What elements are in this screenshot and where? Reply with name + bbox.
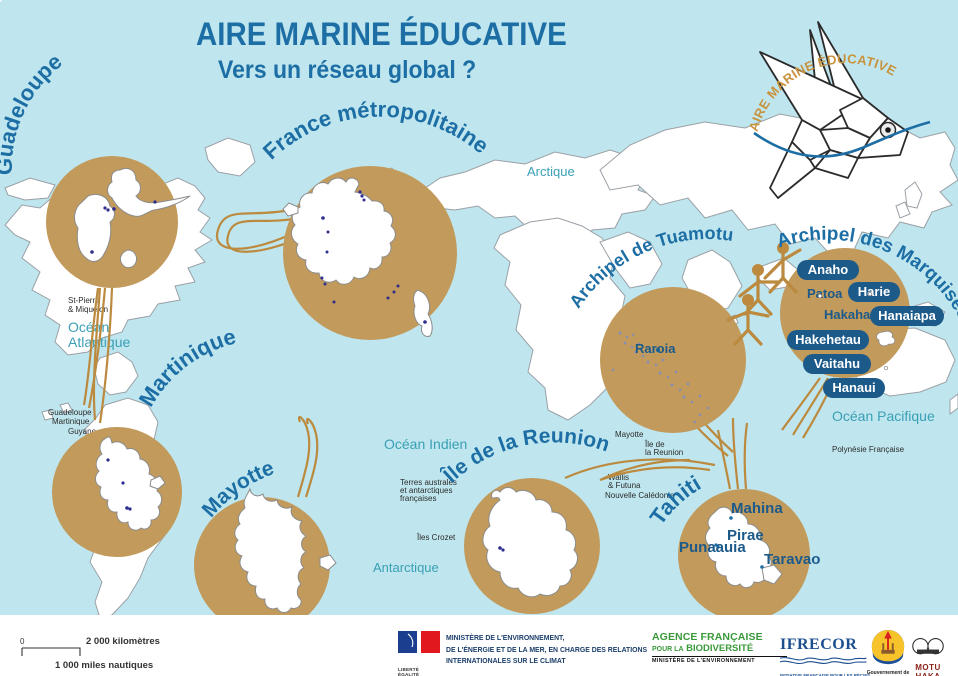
svg-text:Hakahau: Hakahau [824, 307, 878, 322]
svg-text:2 000 kilomètres: 2 000 kilomètres [86, 636, 160, 647]
svg-text:1 000 miles nautiques: 1 000 miles nautiques [55, 660, 153, 671]
svg-text:la Reunion: la Reunion [645, 448, 683, 457]
svg-text:Hakehetau: Hakehetau [795, 332, 861, 347]
svg-text:Guadeloupe: Guadeloupe [48, 408, 92, 417]
svg-text:Antarctique: Antarctique [373, 560, 439, 575]
svg-text:françaises: françaises [400, 494, 436, 503]
svg-text:0: 0 [20, 637, 25, 646]
svg-text:Martinique: Martinique [52, 417, 90, 426]
svg-text:Punaauia: Punaauia [679, 539, 746, 556]
svg-text:Arctique: Arctique [527, 164, 575, 179]
svg-text:Océan: Océan [68, 319, 109, 335]
svg-text:Vaitahu: Vaitahu [814, 356, 860, 371]
svg-text:Patoa: Patoa [807, 286, 843, 301]
svg-text:Anaho: Anaho [808, 262, 849, 277]
svg-text:Taravao: Taravao [764, 551, 820, 568]
svg-text:Harie: Harie [858, 284, 891, 299]
svg-text:Raroia: Raroia [635, 341, 676, 356]
svg-text:& Futuna: & Futuna [608, 481, 641, 490]
svg-text:Océan Pacifique: Océan Pacifique [832, 408, 935, 424]
svg-text:Hanaiapa: Hanaiapa [878, 308, 937, 323]
svg-text:Hanaui: Hanaui [832, 380, 875, 395]
svg-text:Mayotte: Mayotte [615, 430, 644, 439]
svg-text:Océan Indien: Océan Indien [384, 436, 467, 452]
svg-text:Nouvelle Calédonie: Nouvelle Calédonie [605, 491, 675, 500]
svg-text:Mahina: Mahina [731, 500, 783, 517]
svg-text:Polynésie Française: Polynésie Française [832, 445, 905, 454]
svg-text:Îles Crozet: Îles Crozet [416, 533, 456, 542]
